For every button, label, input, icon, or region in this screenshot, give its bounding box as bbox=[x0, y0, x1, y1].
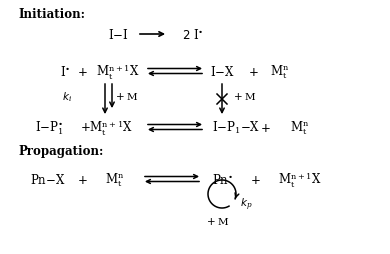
Text: Initiation:: Initiation: bbox=[18, 7, 85, 20]
Text: I$^{\bullet}$: I$^{\bullet}$ bbox=[60, 65, 70, 79]
Text: $+$ M: $+$ M bbox=[115, 91, 139, 102]
Text: I$-$P$_{\mathregular{1}}$$-$X: I$-$P$_{\mathregular{1}}$$-$X bbox=[212, 119, 260, 136]
Text: $+$: $+$ bbox=[77, 65, 87, 78]
Text: M$_{\mathregular{t}}^{\mathregular{n}}$: M$_{\mathregular{t}}^{\mathregular{n}}$ bbox=[105, 171, 124, 188]
Text: $+$: $+$ bbox=[77, 173, 87, 186]
Text: Pn$^{\bullet}$: Pn$^{\bullet}$ bbox=[212, 172, 233, 186]
Text: I$-$I: I$-$I bbox=[108, 28, 128, 42]
Text: M$_{\mathregular{t}}^{\mathregular{n}}$: M$_{\mathregular{t}}^{\mathregular{n}}$ bbox=[290, 119, 309, 136]
Text: M$_{\mathregular{t}}^{\mathregular{n}}$: M$_{\mathregular{t}}^{\mathregular{n}}$ bbox=[270, 63, 290, 81]
Text: $+$ M: $+$ M bbox=[206, 216, 230, 227]
Text: Pn$-$X: Pn$-$X bbox=[30, 172, 66, 186]
Text: $+$M$_{\mathregular{t}}^{\mathregular{n+1}}$X: $+$M$_{\mathregular{t}}^{\mathregular{n+… bbox=[80, 118, 133, 137]
Text: $+$ M: $+$ M bbox=[233, 91, 257, 102]
Text: $k_{\mathregular{p}}$: $k_{\mathregular{p}}$ bbox=[240, 196, 252, 212]
Text: I$-$X: I$-$X bbox=[209, 65, 234, 79]
Text: M$_{\mathregular{t}}^{\mathregular{n+1}}$X: M$_{\mathregular{t}}^{\mathregular{n+1}}… bbox=[96, 62, 140, 81]
Text: $+$: $+$ bbox=[248, 65, 258, 78]
Text: $2$ I$^{\bullet}$: $2$ I$^{\bullet}$ bbox=[182, 28, 204, 42]
Text: $+$: $+$ bbox=[260, 121, 270, 134]
Text: Propagation:: Propagation: bbox=[18, 145, 103, 158]
Text: M$_{\mathregular{t}}^{\mathregular{n+1}}$X: M$_{\mathregular{t}}^{\mathregular{n+1}}… bbox=[278, 170, 321, 189]
Text: $k_{\mathregular{i}}$: $k_{\mathregular{i}}$ bbox=[62, 90, 72, 103]
Text: I$-$P$_{\mathregular{1}}^{\bullet}$: I$-$P$_{\mathregular{1}}^{\bullet}$ bbox=[35, 119, 64, 136]
Text: $+$: $+$ bbox=[250, 173, 260, 186]
